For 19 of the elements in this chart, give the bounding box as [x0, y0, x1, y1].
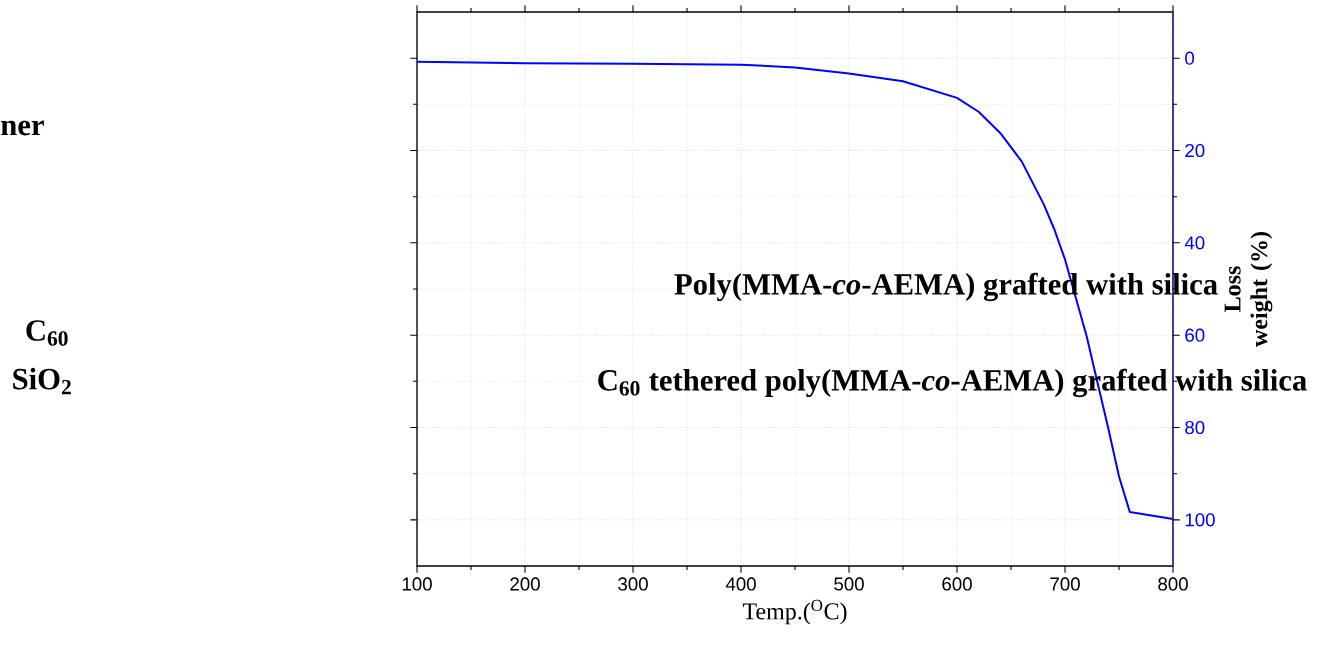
y-tick-label: 80 — [1185, 420, 1205, 435]
x-tick-label: 800 — [1158, 577, 1188, 591]
x-tick-label: 700 — [1050, 577, 1080, 591]
y-tick-label: 40 — [1184, 236, 1205, 250]
y-tick-label: 0 — [1185, 51, 1195, 65]
y-tick-label: 100 — [1185, 513, 1215, 527]
x-tick-label: 100 — [402, 577, 432, 591]
x-tick-label: 200 — [510, 577, 540, 591]
y-tick-label: 20 — [1185, 143, 1205, 158]
text: C$_{60}$ — [26, 320, 68, 346]
x-tick-label: 300 — [618, 577, 648, 591]
x-tick-label: 400 — [725, 577, 756, 591]
text: SiO$_{2}$ — [13, 367, 71, 395]
y-axis-title: Loss weight (%) — [1224, 232, 1273, 347]
x-axis-title: Temp.($^{O}$C) — [742, 599, 847, 625]
text: ner — [1, 120, 44, 136]
y-tick-label: 60 — [1185, 328, 1205, 342]
x-tick-label: 600 — [942, 577, 972, 591]
x-tick-label: 500 — [834, 577, 864, 591]
